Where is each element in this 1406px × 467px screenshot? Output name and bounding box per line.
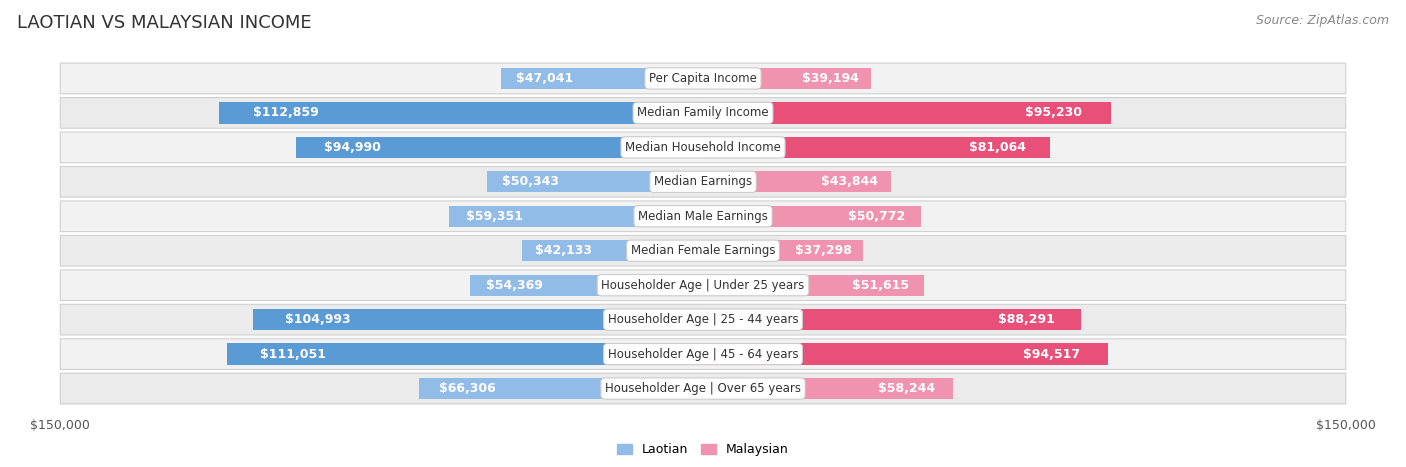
Text: Per Capita Income: Per Capita Income [650, 72, 756, 85]
FancyBboxPatch shape [60, 98, 1346, 128]
Bar [419, 378, 703, 399]
Text: Median Female Earnings: Median Female Earnings [631, 244, 775, 257]
Bar [449, 205, 703, 227]
Text: $54,369: $54,369 [486, 279, 543, 292]
Bar [228, 343, 703, 365]
FancyBboxPatch shape [60, 339, 1346, 369]
Text: Householder Age | 45 - 64 years: Householder Age | 45 - 64 years [607, 347, 799, 361]
Text: $42,133: $42,133 [536, 244, 592, 257]
Bar [502, 68, 703, 89]
Bar [703, 171, 891, 192]
Text: $58,244: $58,244 [877, 382, 935, 395]
Text: Source: ZipAtlas.com: Source: ZipAtlas.com [1256, 14, 1389, 27]
FancyBboxPatch shape [60, 166, 1346, 197]
Text: Median Male Earnings: Median Male Earnings [638, 210, 768, 223]
Bar [703, 205, 921, 227]
Text: $111,051: $111,051 [260, 347, 326, 361]
Text: Householder Age | Under 25 years: Householder Age | Under 25 years [602, 279, 804, 292]
Bar [703, 240, 863, 262]
Text: Median Household Income: Median Household Income [626, 141, 780, 154]
Text: $47,041: $47,041 [516, 72, 572, 85]
Text: Median Earnings: Median Earnings [654, 175, 752, 188]
Text: $104,993: $104,993 [284, 313, 350, 326]
Text: $50,772: $50,772 [848, 210, 905, 223]
Bar [253, 309, 703, 330]
FancyBboxPatch shape [60, 304, 1346, 335]
Text: Median Family Income: Median Family Income [637, 106, 769, 120]
FancyBboxPatch shape [60, 373, 1346, 404]
Text: $95,230: $95,230 [1025, 106, 1083, 120]
Text: $94,517: $94,517 [1022, 347, 1080, 361]
Bar [523, 240, 703, 262]
Bar [703, 102, 1111, 124]
Bar [703, 378, 953, 399]
FancyBboxPatch shape [60, 235, 1346, 266]
Bar [703, 68, 870, 89]
Text: $66,306: $66,306 [439, 382, 495, 395]
FancyBboxPatch shape [60, 201, 1346, 232]
Text: $37,298: $37,298 [794, 244, 852, 257]
Bar [703, 343, 1108, 365]
Bar [470, 275, 703, 296]
Text: $39,194: $39,194 [803, 72, 859, 85]
Text: $59,351: $59,351 [467, 210, 523, 223]
FancyBboxPatch shape [60, 270, 1346, 301]
Text: $51,615: $51,615 [852, 279, 908, 292]
FancyBboxPatch shape [60, 132, 1346, 163]
Text: $50,343: $50,343 [502, 175, 560, 188]
Text: LAOTIAN VS MALAYSIAN INCOME: LAOTIAN VS MALAYSIAN INCOME [17, 14, 312, 32]
Bar [488, 171, 703, 192]
Bar [297, 137, 703, 158]
Text: Householder Age | 25 - 44 years: Householder Age | 25 - 44 years [607, 313, 799, 326]
Text: Householder Age | Over 65 years: Householder Age | Over 65 years [605, 382, 801, 395]
Bar [703, 275, 924, 296]
FancyBboxPatch shape [60, 63, 1346, 94]
Bar [703, 309, 1081, 330]
Text: $112,859: $112,859 [253, 106, 319, 120]
Text: $94,990: $94,990 [325, 141, 381, 154]
Text: $88,291: $88,291 [998, 313, 1054, 326]
Text: $43,844: $43,844 [821, 175, 877, 188]
Bar [703, 137, 1050, 158]
Text: $81,064: $81,064 [969, 141, 1026, 154]
Legend: Laotian, Malaysian: Laotian, Malaysian [612, 439, 794, 461]
Bar [219, 102, 703, 124]
